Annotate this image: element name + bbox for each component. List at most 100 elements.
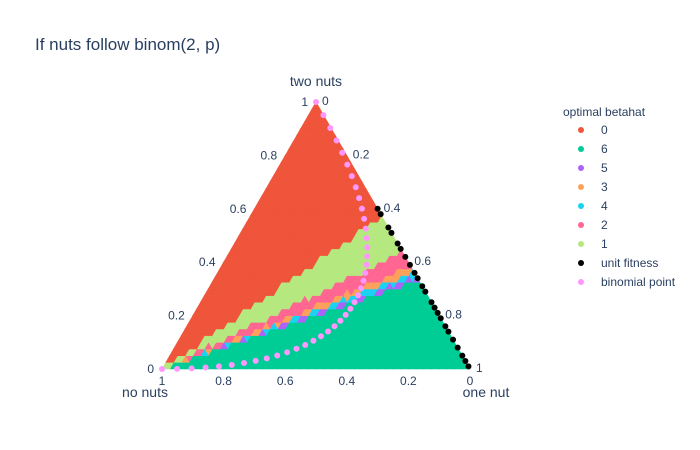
unit-fitness-point bbox=[434, 309, 441, 316]
axis-title-two-nuts: two nuts bbox=[290, 73, 342, 89]
legend-marker bbox=[578, 222, 584, 228]
left-tick-label: 0 bbox=[147, 362, 154, 376]
region-cell-betahat-0 bbox=[196, 301, 205, 310]
region-cell-betahat-0 bbox=[211, 274, 221, 283]
binomial-point bbox=[360, 277, 367, 284]
region-cell-betahat-0 bbox=[276, 161, 286, 170]
region-cell-betahat-0 bbox=[215, 268, 225, 276]
legend-label: unit fitness bbox=[601, 256, 658, 270]
region-cell-betahat-0 bbox=[250, 208, 259, 216]
betahat-regions bbox=[161, 101, 471, 370]
binomial-point bbox=[347, 305, 354, 312]
region-cell-betahat-0 bbox=[269, 174, 279, 183]
legend-label: 1 bbox=[601, 237, 608, 251]
legend-marker bbox=[578, 203, 584, 209]
region-cell-betahat-0 bbox=[234, 234, 244, 243]
region-cell-betahat-0 bbox=[165, 355, 175, 363]
binomial-points bbox=[159, 99, 371, 372]
region-cell-betahat-0 bbox=[300, 121, 309, 129]
region-cell-betahat-0 bbox=[265, 181, 275, 190]
binomial-point bbox=[318, 333, 325, 340]
unit-fitness-point bbox=[406, 261, 413, 268]
binomial-point bbox=[174, 365, 181, 372]
binomial-point bbox=[351, 299, 358, 306]
legend-marker bbox=[578, 184, 584, 190]
legend-item[interactable]: unit fitness bbox=[578, 256, 658, 270]
axis-title-no-nuts: no nuts bbox=[122, 384, 168, 400]
legend-label: binomial point bbox=[601, 275, 676, 289]
ternary-tick-labels: 0010.20.20.80.40.40.60.60.60.40.80.80.21… bbox=[147, 94, 483, 388]
right-tick-label: 1 bbox=[476, 361, 483, 375]
legend-marker bbox=[578, 260, 584, 266]
region-cell-betahat-0 bbox=[173, 341, 182, 350]
unit-fitness-point bbox=[437, 315, 444, 322]
binomial-point bbox=[362, 269, 369, 276]
unit-fitness-point bbox=[459, 352, 466, 359]
binomial-point bbox=[228, 361, 235, 368]
legend-marker bbox=[578, 279, 584, 285]
left-tick-label: 0.6 bbox=[230, 202, 247, 216]
binomial-point bbox=[355, 292, 362, 299]
unit-fitness-point bbox=[450, 336, 457, 343]
binomial-point bbox=[215, 363, 222, 370]
legend-label: 2 bbox=[601, 218, 608, 232]
bottom-tick-label: 0.2 bbox=[400, 374, 417, 388]
left-tick-label: 1 bbox=[301, 95, 308, 109]
left-tick-label: 0.4 bbox=[199, 255, 216, 269]
legend-item[interactable]: 2 bbox=[578, 218, 608, 232]
region-cell-betahat-0 bbox=[273, 168, 282, 176]
region-cell-betahat-0 bbox=[199, 294, 209, 303]
right-tick-label: 0.4 bbox=[384, 201, 401, 215]
region-cell-betahat-0 bbox=[226, 248, 236, 256]
region-cell-betahat-0 bbox=[303, 114, 313, 123]
binomial-point bbox=[302, 341, 309, 348]
region-cell-betahat-0 bbox=[207, 281, 217, 290]
unit-fitness-point bbox=[431, 304, 438, 311]
region-cell-betahat-0 bbox=[292, 134, 302, 143]
bottom-tick-label: 0.4 bbox=[338, 374, 355, 388]
region-cell-betahat-0 bbox=[238, 228, 248, 236]
legend-item[interactable]: binomial point bbox=[578, 275, 676, 289]
right-tick-label: 0 bbox=[322, 94, 329, 108]
legend-item[interactable]: 5 bbox=[578, 161, 608, 175]
binomial-point bbox=[344, 161, 351, 168]
unit-fitness-point bbox=[397, 245, 404, 252]
legend-marker bbox=[578, 165, 584, 171]
legend-item[interactable]: 6 bbox=[578, 142, 608, 156]
unit-fitness-point bbox=[419, 283, 426, 290]
binomial-point bbox=[363, 261, 370, 268]
legend-item[interactable]: 4 bbox=[578, 199, 608, 213]
region-cell-betahat-0 bbox=[230, 241, 240, 250]
legend-item[interactable]: 3 bbox=[578, 180, 608, 194]
legend-marker bbox=[578, 241, 584, 247]
region-cell-betahat-0 bbox=[253, 201, 263, 210]
binomial-point bbox=[364, 253, 371, 260]
legend-marker bbox=[578, 127, 584, 133]
binomial-point bbox=[263, 355, 270, 362]
legend-item[interactable]: 0 bbox=[578, 123, 608, 137]
binomial-point bbox=[342, 311, 349, 318]
binomial-point bbox=[363, 235, 370, 242]
unit-fitness-point bbox=[414, 275, 421, 282]
unit-fitness-point bbox=[428, 299, 435, 306]
unit-fitness-point bbox=[402, 253, 409, 260]
region-cell-betahat-0 bbox=[203, 288, 213, 296]
region-cell-betahat-0 bbox=[184, 321, 194, 330]
unit-fitness-point bbox=[454, 344, 461, 351]
region-cell-betahat-0 bbox=[280, 154, 290, 163]
binomial-point bbox=[337, 317, 344, 324]
binomial-point bbox=[202, 364, 209, 371]
unit-fitness-point bbox=[462, 357, 469, 364]
legend-label: 4 bbox=[601, 199, 608, 213]
unit-fitness-point bbox=[465, 363, 472, 370]
binomial-point bbox=[159, 366, 165, 372]
unit-fitness-point bbox=[411, 269, 418, 276]
unit-fitness-point bbox=[422, 288, 429, 295]
bottom-tick-label: 1 bbox=[159, 374, 166, 388]
legend-item[interactable]: 1 bbox=[578, 237, 608, 251]
region-cell-betahat-0 bbox=[192, 308, 202, 316]
binomial-point bbox=[339, 149, 346, 156]
binomial-point bbox=[362, 225, 369, 232]
left-tick-label: 0.8 bbox=[261, 148, 278, 162]
